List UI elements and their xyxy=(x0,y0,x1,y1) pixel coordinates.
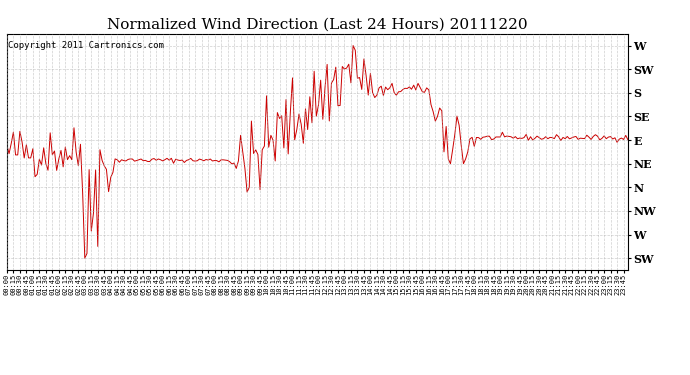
Text: Copyright 2011 Cartronics.com: Copyright 2011 Cartronics.com xyxy=(8,41,164,50)
Title: Normalized Wind Direction (Last 24 Hours) 20111220: Normalized Wind Direction (Last 24 Hours… xyxy=(107,17,528,31)
